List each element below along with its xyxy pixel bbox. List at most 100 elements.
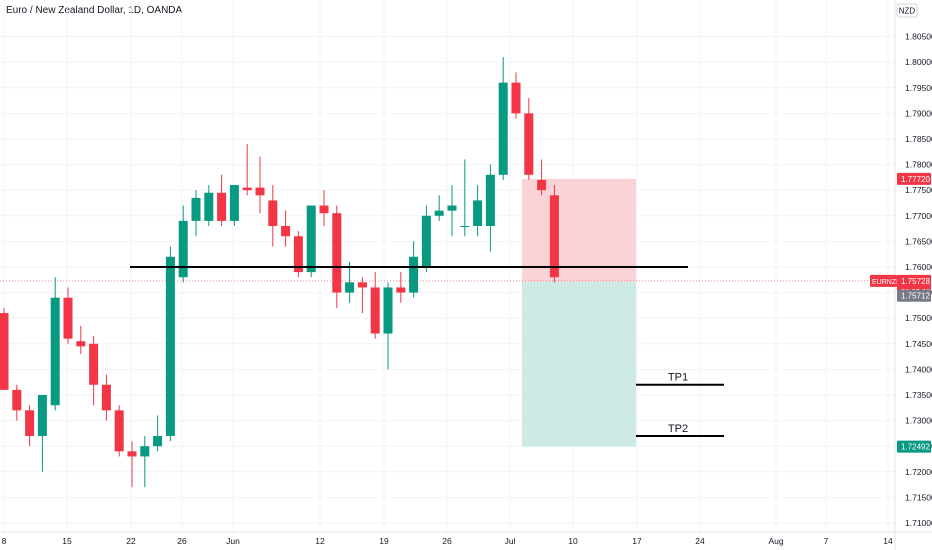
candle: [268, 185, 278, 247]
entry-price-label: 1.75712: [901, 292, 930, 301]
candle: [191, 190, 201, 237]
entry-price-badge: [897, 289, 931, 302]
y-tick-label: 1.74500: [905, 339, 932, 349]
candle-body: [255, 187, 265, 196]
x-tick-label: 22: [126, 536, 136, 546]
candle: [63, 287, 73, 344]
y-tick-label: 1.76500: [905, 236, 932, 246]
x-tick-label: 26: [177, 536, 187, 546]
time-axis: 8 15 22 26 Jun 12 19 26 Jul 10 17 24 Aug 7 14: [0, 531, 932, 546]
candle: [217, 174, 227, 227]
candle: [140, 435, 150, 488]
candle: [485, 164, 495, 252]
candle: [242, 144, 252, 196]
candle: [37, 394, 47, 472]
candle: [114, 405, 124, 457]
candle: [281, 210, 291, 247]
candle-body: [76, 341, 86, 347]
candle: [409, 241, 419, 298]
y-tick-label: 1.80500: [905, 32, 932, 42]
position-zones: [522, 178, 636, 447]
x-tick-label: 17: [632, 536, 642, 546]
symbol-tag: [870, 274, 897, 287]
candle: [0, 307, 9, 390]
x-tick-label: 15: [62, 536, 72, 546]
candle-body: [153, 435, 163, 447]
candle: [12, 384, 22, 421]
currency-label: NZD: [899, 7, 916, 16]
candle-body: [12, 389, 22, 411]
y-tick-label: 1.77500: [905, 185, 932, 195]
y-tick-label: 1.73500: [905, 390, 932, 400]
y-tick-label: 1.79000: [905, 108, 932, 118]
candle-body: [191, 197, 201, 221]
y-tick-label: 1.71500: [905, 492, 932, 502]
candle-body: [242, 187, 252, 191]
candle-body: [473, 200, 483, 227]
candle-body: [447, 205, 457, 211]
x-tick-label: Jul: [505, 536, 516, 546]
candles: [0, 57, 559, 488]
candle-body: [165, 256, 175, 436]
candle-body: [50, 297, 60, 406]
candle-body: [498, 82, 508, 175]
candle: [153, 415, 163, 452]
y-tick-label: 1.77000: [905, 211, 932, 221]
candle-body: [268, 200, 278, 227]
candle: [370, 272, 380, 339]
candle-body: [421, 215, 431, 267]
candle-body: [140, 446, 150, 457]
candle-body: [460, 226, 470, 228]
candle-body: [345, 282, 355, 293]
price-axis: 1.80500 1.80000 1.79500 1.79000 1.78500 1.780…: [894, 0, 932, 550]
candle-body: [63, 297, 73, 339]
y-tick-label: 1.78500: [905, 134, 932, 144]
currency-box[interactable]: [896, 3, 918, 18]
chart-title: Euro / New Zealand Dollar, 1D, OANDA: [6, 5, 183, 16]
candle-body: [524, 113, 534, 175]
candle: [204, 185, 214, 227]
candle: [127, 441, 137, 488]
candle-body: [306, 205, 316, 273]
y-tick-label: 1.72000: [905, 467, 932, 477]
candle-body: [319, 205, 329, 214]
candle-body: [332, 213, 342, 293]
y-tick-label: 1.76000: [905, 262, 932, 272]
x-tick-label: 19: [379, 536, 389, 546]
candle: [460, 159, 470, 237]
stop-price-label: 1.77720: [901, 175, 930, 184]
last-price-label: 1.75728: [901, 277, 930, 286]
candle: [293, 231, 303, 278]
candle-body: [204, 192, 214, 221]
price-badges: 1.777201.72492EURNZD1.7572806:07:361.757…: [870, 172, 931, 453]
y-tick-label: 1.71000: [905, 518, 932, 528]
candle: [319, 190, 329, 227]
candle-body: [114, 410, 124, 452]
candle-body: [549, 195, 559, 278]
candle: [447, 185, 457, 237]
candle: [357, 277, 367, 314]
candle: [524, 98, 534, 180]
y-tick-label: 1.74000: [905, 364, 932, 374]
candle: [229, 185, 239, 227]
candle-body: [127, 451, 137, 457]
x-tick-label: Jun: [226, 536, 240, 546]
candle: [89, 336, 99, 406]
candle: [498, 57, 508, 180]
candle: [537, 159, 547, 196]
x-tick-label: 24: [695, 536, 705, 546]
target-price-badge: [897, 440, 931, 453]
candle: [101, 374, 111, 421]
y-tick-label: 1.80000: [905, 57, 932, 67]
candle: [76, 325, 86, 355]
x-tick-label: 10: [568, 536, 578, 546]
candle-body: [409, 256, 419, 293]
y-tick-label: 1.78000: [905, 160, 932, 170]
candle: [165, 246, 175, 442]
candle: [255, 156, 265, 214]
y-tick-label: 1.75000: [905, 313, 932, 323]
candle-body: [511, 82, 521, 114]
candle: [421, 205, 431, 273]
x-tick-label: 7: [824, 536, 829, 546]
